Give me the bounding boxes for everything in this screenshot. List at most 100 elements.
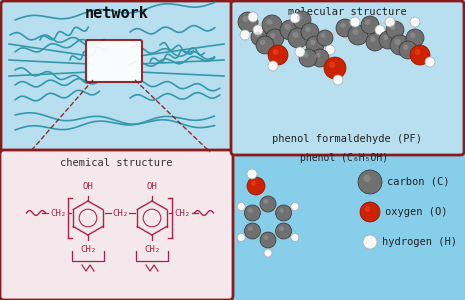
Circle shape	[370, 37, 375, 42]
Circle shape	[255, 32, 260, 37]
Circle shape	[327, 47, 330, 50]
Text: carbon (C): carbon (C)	[387, 177, 450, 187]
Circle shape	[310, 40, 315, 45]
Text: phenol (C₆H₅OH): phenol (C₆H₅OH)	[300, 153, 388, 163]
Text: OH: OH	[146, 182, 157, 191]
Circle shape	[280, 20, 300, 40]
Circle shape	[297, 15, 302, 20]
Circle shape	[403, 45, 408, 50]
Circle shape	[276, 223, 292, 239]
Circle shape	[352, 29, 359, 35]
Circle shape	[425, 57, 435, 67]
Circle shape	[253, 25, 263, 35]
Circle shape	[276, 205, 292, 221]
Circle shape	[297, 49, 300, 52]
Circle shape	[270, 63, 273, 66]
Circle shape	[264, 235, 268, 240]
Circle shape	[366, 238, 370, 242]
Circle shape	[333, 75, 343, 85]
Circle shape	[285, 24, 291, 30]
Circle shape	[260, 196, 276, 212]
Circle shape	[279, 226, 284, 231]
Circle shape	[427, 59, 430, 62]
Circle shape	[350, 17, 360, 27]
Circle shape	[237, 233, 245, 242]
Circle shape	[329, 61, 336, 68]
Circle shape	[270, 33, 275, 38]
Circle shape	[375, 25, 385, 35]
Circle shape	[377, 27, 380, 30]
Circle shape	[291, 233, 299, 242]
Circle shape	[292, 204, 295, 206]
Circle shape	[266, 19, 272, 25]
Circle shape	[290, 13, 300, 23]
Circle shape	[390, 25, 395, 30]
Circle shape	[255, 27, 258, 30]
Circle shape	[299, 49, 317, 67]
Circle shape	[247, 169, 257, 179]
Text: CH₂: CH₂	[174, 208, 190, 217]
Circle shape	[243, 16, 248, 22]
FancyBboxPatch shape	[1, 1, 232, 155]
Circle shape	[412, 19, 415, 22]
Circle shape	[386, 21, 404, 39]
Circle shape	[268, 45, 288, 65]
Circle shape	[264, 199, 268, 204]
Circle shape	[248, 12, 258, 22]
Circle shape	[268, 61, 278, 71]
Circle shape	[237, 202, 245, 211]
Circle shape	[383, 34, 388, 40]
Circle shape	[305, 27, 311, 32]
Text: phenol formaldehyde (PF): phenol formaldehyde (PF)	[272, 134, 423, 144]
Circle shape	[306, 36, 324, 54]
Circle shape	[365, 206, 371, 212]
Text: oxygen (O): oxygen (O)	[385, 207, 447, 217]
Circle shape	[250, 14, 253, 17]
Circle shape	[325, 45, 335, 55]
Circle shape	[251, 181, 257, 186]
Circle shape	[385, 17, 395, 27]
Circle shape	[364, 175, 371, 182]
Text: OH: OH	[83, 182, 93, 191]
FancyBboxPatch shape	[231, 1, 464, 155]
Circle shape	[324, 57, 346, 79]
Circle shape	[240, 30, 250, 40]
Circle shape	[352, 19, 355, 22]
Circle shape	[366, 33, 384, 51]
Circle shape	[348, 25, 368, 45]
Text: hydrogen (H): hydrogen (H)	[382, 237, 457, 247]
Circle shape	[260, 232, 276, 248]
Circle shape	[410, 45, 430, 65]
Circle shape	[262, 15, 282, 35]
Circle shape	[390, 35, 410, 55]
Circle shape	[315, 52, 320, 58]
Circle shape	[301, 23, 319, 41]
Circle shape	[248, 226, 253, 231]
Circle shape	[238, 12, 258, 32]
Circle shape	[303, 52, 308, 58]
Circle shape	[365, 20, 371, 25]
Circle shape	[295, 47, 305, 57]
Circle shape	[360, 202, 380, 222]
Circle shape	[242, 32, 245, 35]
Circle shape	[245, 205, 260, 221]
Circle shape	[248, 208, 253, 213]
Circle shape	[256, 36, 274, 54]
Circle shape	[340, 22, 345, 28]
Circle shape	[394, 39, 400, 45]
Circle shape	[379, 31, 397, 49]
Circle shape	[358, 170, 382, 194]
Circle shape	[264, 249, 272, 257]
Text: CH₂: CH₂	[50, 208, 66, 217]
Circle shape	[361, 16, 379, 34]
Text: molecular structure: molecular structure	[288, 7, 407, 17]
Circle shape	[245, 223, 260, 239]
Circle shape	[291, 202, 299, 211]
Text: CH₂: CH₂	[80, 245, 96, 254]
Circle shape	[387, 19, 390, 22]
Circle shape	[251, 28, 269, 46]
Circle shape	[279, 208, 284, 213]
Circle shape	[292, 235, 295, 238]
Circle shape	[414, 49, 420, 55]
Circle shape	[260, 40, 266, 45]
